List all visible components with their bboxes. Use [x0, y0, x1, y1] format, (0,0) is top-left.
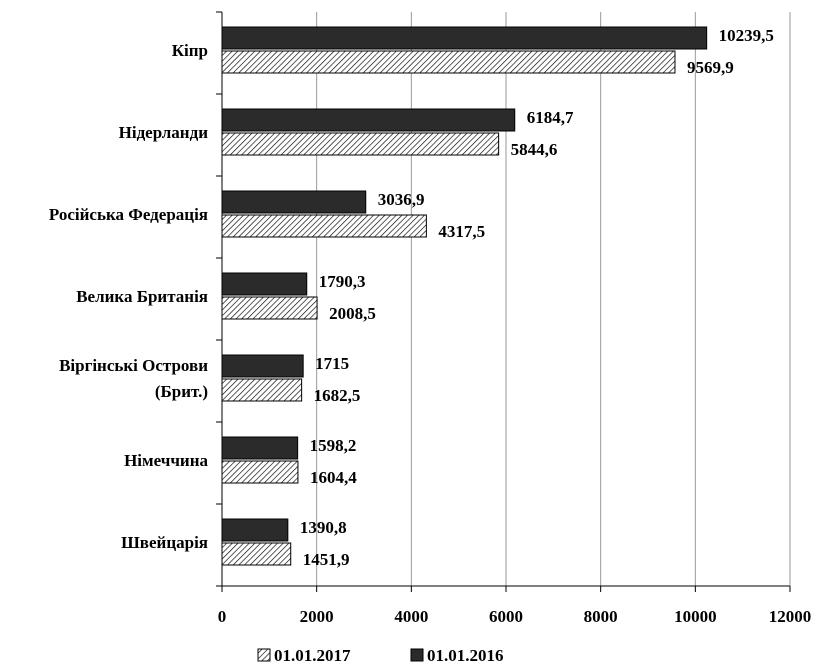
x-tick-label: 0 — [218, 607, 227, 626]
data-label-2017: 5844,6 — [511, 140, 558, 159]
bar-2017 — [221, 50, 676, 74]
category-label: Віргінські Острови — [59, 356, 208, 375]
x-tick-label: 10000 — [674, 607, 717, 626]
data-label-2016: 1715 — [315, 354, 349, 373]
bar-2017 — [221, 542, 292, 566]
legend-swatch — [410, 648, 424, 662]
bar-2017 — [221, 132, 500, 156]
legend-swatch — [257, 648, 271, 662]
data-label-2016: 6184,7 — [527, 108, 574, 127]
legend-label: 01.01.2016 — [427, 646, 504, 665]
x-tick-label: 12000 — [769, 607, 812, 626]
data-label-2016: 10239,5 — [719, 26, 774, 45]
data-label-2017: 1451,9 — [303, 550, 350, 569]
category-label: Німеччина — [124, 451, 208, 470]
data-label-2016: 3036,9 — [378, 190, 425, 209]
data-label-2016: 1790,3 — [319, 272, 366, 291]
bar-2016 — [221, 518, 289, 542]
axes: 0 2000 4000 6000 8000 10000 12000 Кіпр Нідерланд… — [49, 11, 812, 626]
category-label: Швейцарія — [121, 533, 208, 552]
x-tick-label: 6000 — [489, 607, 523, 626]
category-label: (Брит.) — [155, 382, 208, 401]
data-label-2017: 9569,9 — [687, 58, 734, 77]
bar-2017 — [221, 214, 427, 238]
bar-2017 — [221, 296, 318, 320]
category-label: Велика Британія — [76, 287, 208, 306]
x-tick-label: 8000 — [584, 607, 618, 626]
bar-2016 — [221, 108, 516, 132]
data-label-2016: 1390,8 — [300, 518, 347, 537]
data-label-2017: 2008,5 — [329, 304, 376, 323]
data-labels: 10239,5 9569,9 6184,7 5844,6 3036,9 4317,5 179… — [300, 26, 774, 569]
bar-2017 — [221, 460, 299, 484]
bar-2016 — [221, 190, 367, 214]
category-label: Російська Федерація — [49, 205, 208, 224]
category-label: Кіпр — [172, 41, 208, 60]
legend: 01.01.2017 01.01.2016 — [257, 646, 504, 665]
data-label-2017: 1604,4 — [310, 468, 357, 487]
x-tick-label: 2000 — [300, 607, 334, 626]
bar-2016 — [221, 26, 708, 50]
data-label-2017: 4317,5 — [438, 222, 485, 241]
bar-2016 — [221, 436, 299, 460]
legend-label: 01.01.2017 — [274, 646, 351, 665]
category-label: Нідерланди — [119, 123, 209, 142]
data-label-2017: 1682,5 — [314, 386, 361, 405]
bars — [221, 26, 708, 566]
x-tick-label: 4000 — [394, 607, 428, 626]
data-label-2016: 1598,2 — [310, 436, 357, 455]
gridlines — [316, 12, 791, 586]
bar-2016 — [221, 272, 308, 296]
bar-2017 — [221, 378, 303, 402]
bar-2016 — [221, 354, 304, 378]
